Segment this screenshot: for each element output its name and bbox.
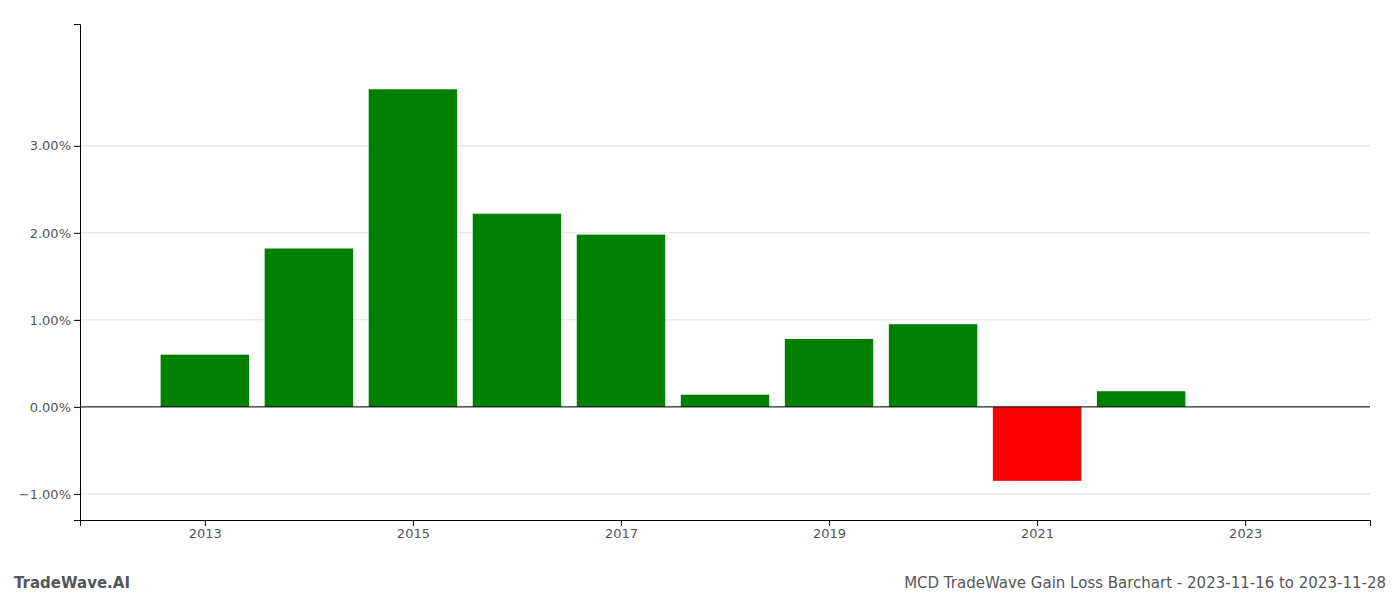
x-tick-mark <box>621 520 622 526</box>
grid-line <box>80 406 1370 407</box>
y-tick-mark <box>74 146 80 147</box>
bar <box>369 89 457 407</box>
x-tick: 2013 <box>189 520 222 541</box>
x-tick: 2019 <box>813 520 846 541</box>
x-tick-label: 2013 <box>189 526 222 541</box>
x-tick-label: 2015 <box>397 526 430 541</box>
y-tick-label: 0.00% <box>30 400 71 415</box>
zero-line <box>80 406 1370 407</box>
y-tick: 3.00% <box>30 138 80 153</box>
footer-left: TradeWave.AI <box>14 574 130 592</box>
x-axis-line <box>81 521 1371 527</box>
bar <box>785 339 873 407</box>
x-tick-mark <box>829 520 830 526</box>
y-tick: −1.00% <box>19 487 80 502</box>
y-tick-mark <box>74 494 80 495</box>
grid-line <box>80 493 1370 494</box>
x-tick: 2015 <box>397 520 430 541</box>
grid <box>80 146 1370 494</box>
y-tick: 0.00% <box>30 400 80 415</box>
y-tick-mark <box>74 407 80 408</box>
y-tick-mark <box>74 320 80 321</box>
x-tick-label: 2023 <box>1229 526 1262 541</box>
bar <box>993 407 1081 481</box>
y-axis-line <box>74 25 81 521</box>
y-tick-label: 2.00% <box>30 226 71 241</box>
bar <box>577 235 665 407</box>
y-tick-label: 3.00% <box>30 138 71 153</box>
x-tick-label: 2017 <box>605 526 638 541</box>
x-tick: 2021 <box>1021 520 1054 541</box>
bars <box>161 89 1186 481</box>
footer-right: MCD TradeWave Gain Loss Barchart - 2023-… <box>904 574 1386 592</box>
y-tick-label: 1.00% <box>30 313 71 328</box>
x-tick-mark <box>205 520 206 526</box>
x-tick: 2017 <box>605 520 638 541</box>
x-tick-mark <box>1037 520 1038 526</box>
y-tick-label: −1.00% <box>19 487 71 502</box>
bar <box>473 214 561 407</box>
x-tick-label: 2021 <box>1021 526 1054 541</box>
x-axis: 2013 2015 2017 2019 2021 2023 <box>81 520 1371 541</box>
x-tick-mark <box>1245 520 1246 526</box>
bar <box>1097 391 1185 407</box>
y-tick: 2.00% <box>30 226 80 241</box>
bar <box>161 355 249 407</box>
bar <box>681 395 769 407</box>
y-axis: −1.00% 0.00% 1.00% 2.00% 3.00% <box>19 25 81 521</box>
y-tick: 1.00% <box>30 313 80 328</box>
y-tick-mark <box>74 233 80 234</box>
x-tick: 2023 <box>1229 520 1262 541</box>
bar <box>265 249 353 407</box>
plot: −1.00%0.00%1.00%2.00%3.00%20132015201720… <box>19 25 1371 542</box>
chart: −1.00%0.00%1.00%2.00%3.00%20132015201720… <box>0 0 1400 600</box>
grid-line <box>80 145 1370 146</box>
x-tick-label: 2019 <box>813 526 846 541</box>
grid-line <box>80 232 1370 233</box>
bar <box>889 324 977 407</box>
x-tick-mark <box>413 520 414 526</box>
